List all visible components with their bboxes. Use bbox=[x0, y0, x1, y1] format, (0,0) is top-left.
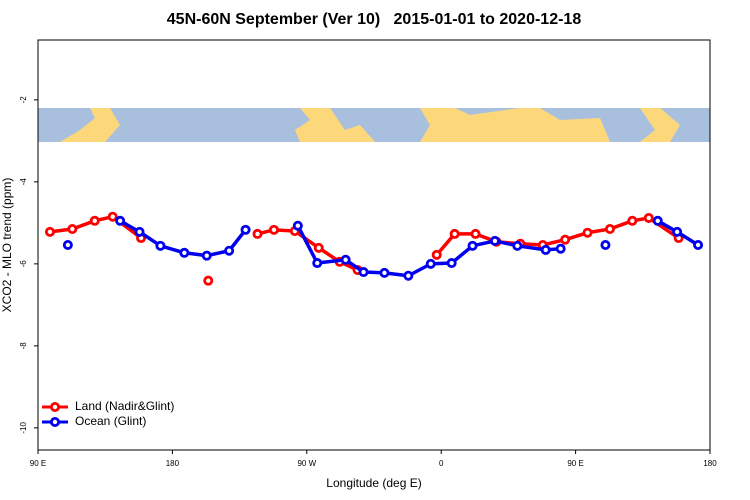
data-point bbox=[62, 239, 73, 250]
data-point bbox=[313, 242, 324, 253]
chart-title: 45N-60N September (Ver 10) 2015-01-01 to… bbox=[167, 11, 582, 28]
data-point bbox=[555, 243, 566, 254]
x-tick-label: 180 bbox=[166, 459, 180, 468]
data-point bbox=[467, 240, 478, 251]
legend-label: Land (Nadir&Glint) bbox=[75, 399, 174, 413]
plot-frame bbox=[37, 39, 711, 451]
x-tick-label: 90 W bbox=[297, 459, 316, 468]
data-point bbox=[252, 228, 263, 239]
x-tick-label: 90 E bbox=[30, 459, 46, 468]
data-point bbox=[203, 275, 214, 286]
data-point bbox=[134, 226, 145, 237]
data-point bbox=[201, 250, 212, 261]
map-ocean bbox=[38, 108, 710, 142]
x-axis-label: Longitude (deg E) bbox=[326, 476, 421, 490]
data-point bbox=[582, 227, 593, 238]
data-point bbox=[67, 224, 78, 235]
data-point bbox=[431, 249, 442, 260]
data-point bbox=[560, 234, 571, 245]
data-point bbox=[512, 240, 523, 251]
data-point bbox=[449, 228, 460, 239]
data-point bbox=[379, 267, 390, 278]
data-point bbox=[604, 224, 615, 235]
x-tick-label: 0 bbox=[439, 459, 444, 468]
y-tick-label: -4 bbox=[19, 178, 28, 186]
legend-marker bbox=[50, 416, 61, 427]
data-point bbox=[312, 258, 323, 269]
legend-marker bbox=[50, 401, 61, 412]
map-band bbox=[38, 108, 710, 142]
data-point bbox=[89, 215, 100, 226]
data-point bbox=[643, 212, 654, 223]
data-point bbox=[240, 224, 251, 235]
data-point bbox=[652, 215, 663, 226]
legend-label: Ocean (Glint) bbox=[75, 414, 146, 428]
data-point bbox=[403, 270, 414, 281]
data-point bbox=[489, 235, 500, 246]
data-point bbox=[358, 267, 369, 278]
data-point bbox=[470, 228, 481, 239]
data-point bbox=[425, 258, 436, 269]
y-tick-label: -10 bbox=[19, 422, 28, 434]
data-point bbox=[44, 226, 55, 237]
data-point bbox=[446, 258, 457, 269]
series-line bbox=[49, 214, 680, 272]
data-point bbox=[179, 247, 190, 258]
data-point bbox=[672, 226, 683, 237]
data-point bbox=[107, 211, 118, 222]
y-tick-label: -6 bbox=[19, 260, 28, 268]
data-point bbox=[540, 244, 551, 255]
data-point bbox=[292, 220, 303, 231]
x-tick-label: 180 bbox=[703, 459, 717, 468]
data-point bbox=[600, 239, 611, 250]
data-point bbox=[693, 239, 704, 250]
x-tick-label: 90 E bbox=[567, 459, 583, 468]
data-point bbox=[115, 215, 126, 226]
data-point bbox=[224, 245, 235, 256]
data-point bbox=[268, 224, 279, 235]
y-tick-label: -2 bbox=[19, 96, 28, 104]
data-point bbox=[155, 240, 166, 251]
data-point bbox=[627, 215, 638, 226]
y-axis-label: XCO2 - MLO trend (ppm) bbox=[0, 178, 14, 313]
data-point bbox=[340, 254, 351, 265]
y-tick-label: -8 bbox=[19, 342, 28, 350]
